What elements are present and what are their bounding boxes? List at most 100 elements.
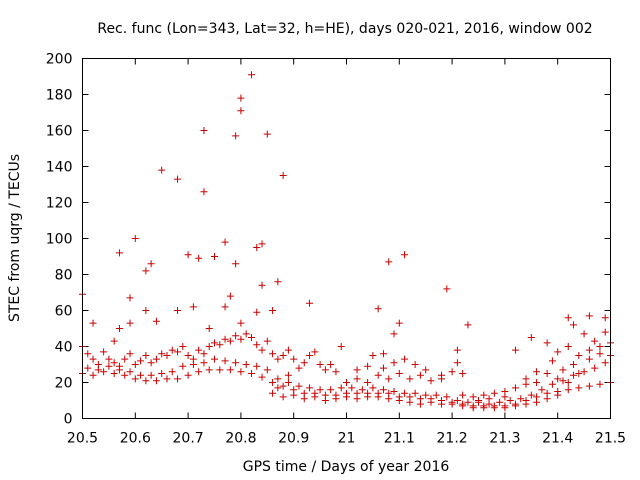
data-point: [263, 337, 271, 345]
data-point: [110, 359, 118, 367]
x-axis-tick-labels: 20.5 20.6 20.7 20.8 20.9 21 21.1 21.2 21.3 21.4 21…: [67, 431, 626, 447]
data-point: [237, 368, 245, 376]
y-tick-label: 0: [64, 412, 73, 428]
data-point: [174, 348, 182, 356]
y-tick-label: 140: [46, 160, 73, 176]
data-point: [152, 317, 160, 325]
data-point: [152, 355, 160, 363]
data-point: [163, 352, 171, 359]
data-point: [427, 377, 435, 385]
data-point: [480, 391, 488, 399]
data-point: [279, 382, 287, 390]
data-point: [131, 361, 139, 368]
data-point: [179, 362, 187, 370]
data-point: [432, 391, 440, 399]
x-tick-label: 20.5: [67, 431, 98, 447]
data-point: [247, 334, 255, 341]
x-tick-label: 21.2: [437, 431, 468, 447]
data-point: [242, 330, 250, 338]
data-point: [253, 308, 261, 316]
data-point: [543, 339, 551, 347]
data-point: [316, 386, 324, 394]
data-point: [279, 393, 287, 401]
x-tick-label: 21: [338, 431, 356, 447]
plot-frame: [82, 58, 611, 419]
data-point: [94, 366, 102, 374]
y-tick-label: 60: [55, 304, 73, 320]
data-point: [105, 362, 113, 370]
data-point: [274, 278, 282, 286]
data-point: [290, 355, 298, 363]
data-point: [269, 389, 277, 397]
axis-ticks: [82, 58, 611, 419]
data-point: [253, 362, 261, 370]
data-point: [343, 393, 350, 401]
data-point: [121, 355, 129, 363]
data-point: [258, 281, 266, 289]
data-point: [601, 328, 609, 336]
data-point: [295, 382, 303, 390]
data-point: [411, 389, 419, 397]
data-point: [390, 330, 398, 338]
data-point: [327, 386, 335, 394]
data-point: [115, 249, 123, 257]
data-point: [575, 384, 583, 392]
data-point: [269, 379, 277, 386]
data-point: [511, 402, 519, 410]
data-point: [174, 175, 182, 183]
data-point: [490, 389, 498, 397]
data-point: [211, 355, 218, 363]
data-point: [221, 238, 229, 246]
data-point: [321, 397, 329, 404]
data-point: [216, 366, 224, 374]
data-point: [284, 346, 292, 354]
data-point: [554, 375, 562, 383]
data-point: [575, 370, 583, 377]
data-point: [269, 350, 277, 358]
data-point: [337, 384, 345, 392]
data-point: [279, 172, 287, 179]
data-point: [321, 366, 329, 374]
data-point: [216, 341, 224, 349]
data-point: [327, 361, 335, 368]
data-point: [179, 343, 187, 350]
data-point: [411, 361, 419, 368]
y-tick-label: 180: [46, 88, 73, 104]
data-point: [200, 188, 208, 196]
data-point: [395, 370, 403, 377]
x-tick-label: 21.3: [489, 431, 520, 447]
data-point: [195, 254, 203, 262]
y-tick-label: 160: [46, 124, 73, 140]
data-point: [395, 397, 403, 404]
data-point: [258, 373, 266, 381]
data-point: [306, 384, 314, 392]
data-point: [580, 368, 588, 376]
data-point: [152, 377, 160, 385]
x-tick-label: 21.4: [542, 431, 573, 447]
data-point: [580, 330, 588, 338]
data-point: [591, 364, 599, 372]
data-point: [89, 319, 97, 327]
data-point: [459, 370, 467, 377]
data-point: [332, 395, 340, 403]
data-point: [485, 395, 493, 403]
data-point: [195, 368, 203, 376]
data-point: [559, 366, 567, 374]
data-point: [100, 348, 108, 356]
data-point: [110, 337, 118, 345]
data-point: [126, 368, 134, 376]
data-point: [221, 335, 229, 343]
data-point: [295, 364, 303, 372]
data-point: [131, 235, 139, 242]
data-point: [353, 375, 361, 383]
data-point: [142, 307, 150, 314]
data-point: [364, 379, 372, 386]
data-point: [332, 368, 340, 376]
y-tick-label: 40: [55, 340, 73, 356]
data-point: [311, 348, 319, 356]
data-point: [395, 319, 403, 327]
data-point: [232, 359, 240, 367]
data-point: [274, 384, 282, 392]
y-axis-tick-labels: 0 20 40 60 80 100 120 140 160 180 200: [46, 52, 73, 428]
data-point: [570, 371, 578, 379]
